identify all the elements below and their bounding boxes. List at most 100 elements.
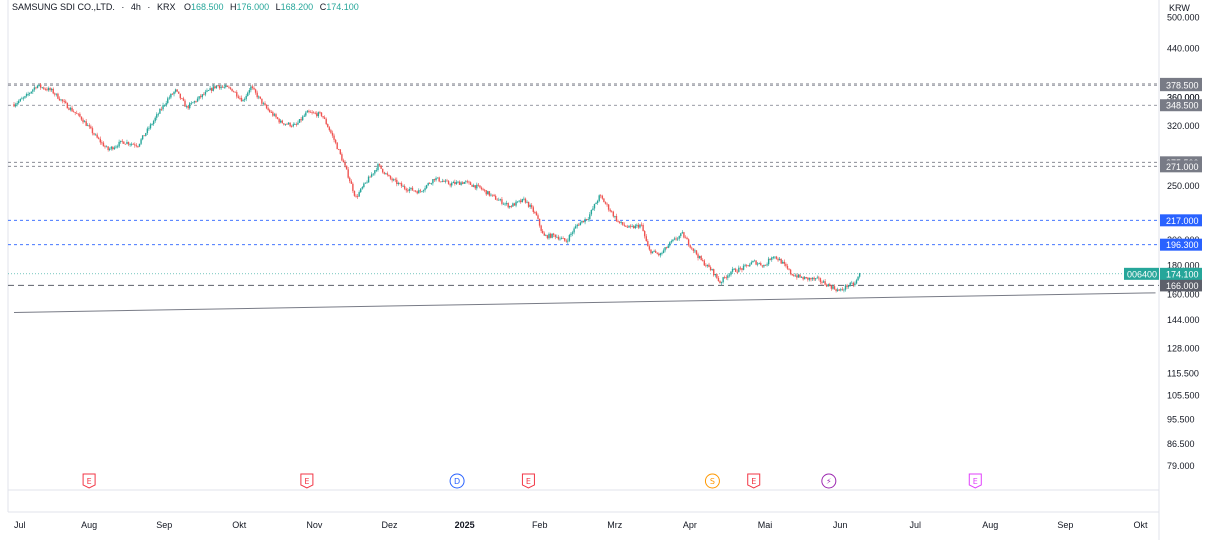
currency-label: KRW [1169, 3, 1190, 13]
candle-body [852, 282, 855, 286]
candle-body [403, 186, 406, 189]
level-label-text: 217.000 [1166, 216, 1199, 226]
candle-body [27, 93, 29, 95]
candle-body [419, 190, 422, 192]
candle-body [512, 203, 514, 207]
candle-body [52, 88, 54, 94]
candle-body [392, 179, 395, 181]
candle-body [121, 140, 123, 142]
candle-body [273, 114, 276, 116]
candle-body [229, 87, 232, 89]
legend-close-label: C [320, 2, 327, 12]
event-shield-icon [521, 473, 535, 489]
level-label[interactable]: 174.100 006400 [1124, 267, 1202, 280]
candle-body [410, 187, 412, 189]
candle-body [123, 141, 125, 144]
event-marker-dividend[interactable]: D [449, 473, 465, 489]
candle-body [755, 260, 757, 265]
candle-body [620, 222, 622, 223]
candle-body [44, 88, 47, 90]
candle-body [101, 142, 103, 144]
candle-body [91, 128, 94, 134]
event-marker-earnings[interactable]: E [300, 473, 314, 489]
candle-body [261, 98, 263, 104]
candle-body [744, 264, 746, 266]
legend-low-label: L [276, 2, 281, 12]
x-tick-label: Aug [982, 520, 998, 530]
candle-body [356, 196, 359, 198]
candle-body [240, 97, 243, 102]
trendline[interactable] [13, 292, 1156, 313]
candle-body [79, 113, 81, 117]
level-label[interactable]: 378.500 [1160, 79, 1202, 92]
candle-body [65, 101, 67, 103]
candle-body [466, 181, 469, 183]
candle-body [653, 250, 655, 252]
candle-body [681, 232, 684, 234]
candle-body [507, 203, 509, 208]
candle-body [573, 228, 575, 233]
candle-body [129, 144, 131, 146]
candle-body [135, 145, 138, 147]
candle-body [24, 96, 26, 98]
level-label[interactable]: 196.300 [1160, 238, 1202, 251]
x-tick-label: Aug [81, 520, 97, 530]
x-tick-label: Jul [14, 520, 26, 530]
level-label-box [1160, 279, 1202, 292]
level-label[interactable]: 348.500 [1160, 99, 1202, 112]
event-letter: E [87, 477, 92, 486]
level-label-text: 271.000 [1166, 162, 1199, 172]
candle-body [196, 98, 199, 102]
candle-body [311, 112, 313, 114]
candle-body [692, 248, 695, 251]
event-marker-split[interactable]: S [704, 473, 720, 489]
candle-body [141, 135, 144, 140]
candle-body [98, 137, 100, 139]
x-tick-label: Jul [909, 520, 921, 530]
level-label[interactable]: 166.000 [1160, 279, 1202, 292]
candle-body [832, 286, 834, 289]
candle-body [585, 219, 588, 220]
candle-body [510, 205, 513, 207]
candle-body [702, 260, 704, 261]
candle-body [276, 117, 279, 119]
candle-body [105, 146, 108, 148]
price-level-labels: 360.000380.500378.500348.500275.500271.0… [1124, 77, 1202, 292]
event-marker-flash[interactable]: ⚡ [821, 473, 837, 489]
candle-body [173, 91, 175, 95]
event-marker-earnings[interactable]: E [747, 473, 761, 489]
candle-body [333, 135, 335, 140]
candle-body [642, 224, 644, 232]
candle-body [468, 181, 470, 183]
candle-body [446, 180, 448, 182]
candle-body [789, 269, 792, 275]
candle-body [656, 252, 658, 254]
candle-body [570, 233, 572, 236]
legend-interval: 4h [131, 2, 141, 12]
event-marker-earnings[interactable]: E [82, 473, 96, 489]
candle-body [799, 274, 801, 278]
candle-body [811, 277, 814, 280]
candle-body [207, 90, 210, 92]
event-marker-future[interactable]: E [968, 473, 982, 489]
candle-body [378, 164, 381, 166]
candle-body [485, 190, 487, 195]
candle-body [777, 258, 779, 261]
x-tick-label: Feb [532, 520, 548, 530]
candle-body [523, 198, 525, 200]
candle-body [788, 268, 790, 270]
candle-body [738, 267, 740, 272]
level-label[interactable]: 271.000 [1160, 160, 1202, 173]
candle-body [90, 126, 92, 129]
event-letter: E [526, 477, 531, 486]
candle-body [179, 93, 182, 99]
candle-body [163, 105, 166, 106]
candle-body [176, 89, 178, 92]
candle-body [270, 112, 272, 113]
candle-body [538, 218, 541, 226]
candle-body [388, 174, 390, 177]
event-marker-earnings[interactable]: E [521, 473, 535, 489]
candle-body [330, 130, 332, 133]
level-label[interactable]: 217.000 [1160, 214, 1202, 227]
